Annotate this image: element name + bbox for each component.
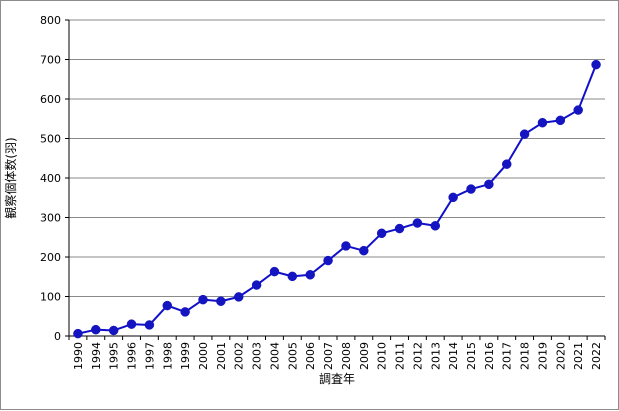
data-point (376, 228, 387, 239)
y-tick-label: 300 (40, 212, 61, 225)
x-tick-label: 2001 (215, 342, 228, 370)
data-point (144, 320, 155, 330)
y-tick-label: 800 (40, 14, 61, 27)
x-tick-label: 2014 (447, 342, 460, 370)
x-tick-label: 1997 (143, 342, 156, 370)
x-tick-label: 1998 (161, 342, 174, 370)
x-tick-label: 2012 (411, 342, 424, 370)
x-tick-label: 1990 (72, 342, 85, 370)
data-point (233, 292, 244, 302)
series-layer (73, 59, 601, 339)
y-tick-labels: 0 100 200 300 400 500 600 700 800 (40, 14, 61, 343)
x-tick-label: 2019 (536, 342, 549, 370)
data-point (323, 255, 333, 266)
x-tick-label: 1999 (179, 342, 192, 370)
data-point (412, 218, 423, 228)
y-tick-label: 400 (40, 172, 61, 185)
data-point (126, 319, 137, 329)
gridlines (69, 19, 605, 297)
x-tick-label: 2020 (554, 342, 567, 370)
x-tick-label: 2016 (483, 342, 496, 370)
data-point (484, 179, 494, 190)
x-tick-label: 2009 (358, 342, 371, 370)
y-tick-label: 600 (40, 93, 61, 106)
x-tick-label: 2003 (251, 342, 264, 370)
x-tick-label: 2006 (304, 342, 317, 370)
data-point (448, 192, 458, 203)
data-point (466, 184, 476, 194)
data-point (394, 223, 405, 234)
data-point (162, 300, 173, 311)
data-point (555, 115, 566, 126)
y-tick-label: 700 (40, 54, 61, 67)
x-tick-label: 2018 (519, 342, 532, 370)
x-tick-label: 1995 (108, 342, 121, 370)
y-tick-label: 200 (40, 251, 61, 264)
y-tick-label: 0 (54, 330, 61, 343)
x-tick-labels: 1990 1994 1995 1996 1997 1998 1999 2000 2001 2002… (72, 342, 603, 370)
data-point (537, 117, 548, 128)
y-axis-title: 観察個体数(羽) (3, 137, 18, 218)
x-tick-label: 2015 (465, 342, 478, 370)
data-point (198, 294, 208, 305)
data-point (573, 105, 583, 115)
data-point (269, 266, 280, 277)
data-point (519, 129, 530, 139)
data-point (73, 328, 83, 339)
x-tick-label: 2017 (501, 342, 514, 370)
data-point (216, 296, 226, 306)
data-point (430, 221, 441, 231)
x-tick-label: 2022 (590, 342, 603, 370)
y-tick-label: 500 (40, 133, 61, 146)
x-tick-label: 2011 (394, 342, 407, 370)
x-axis-title: 調査年 (319, 372, 355, 386)
x-tick-label: 1996 (126, 342, 139, 370)
axes (65, 19, 606, 340)
x-tick-label: 2008 (340, 342, 353, 370)
x-tick-label: 2013 (429, 342, 442, 370)
x-tick-label: 2021 (572, 342, 585, 370)
x-tick-label: 2005 (286, 342, 299, 370)
x-tick-label: 2000 (197, 342, 210, 370)
data-point (341, 241, 351, 251)
y-tick-label: 100 (40, 291, 61, 304)
x-tick-label: 2010 (376, 342, 389, 370)
x-tick-label: 2004 (268, 342, 281, 370)
data-point (501, 159, 512, 169)
x-tick-label: 2007 (322, 342, 335, 370)
data-point (287, 271, 298, 282)
x-tick-label: 2002 (233, 342, 246, 370)
x-tick-label: 1994 (90, 342, 103, 370)
data-point (180, 307, 190, 317)
data-point (251, 280, 262, 290)
data-point (591, 59, 601, 70)
data-point (91, 324, 101, 335)
series-line (77, 64, 598, 335)
data-point (305, 270, 315, 280)
data-point (108, 325, 119, 336)
data-point (359, 245, 369, 256)
